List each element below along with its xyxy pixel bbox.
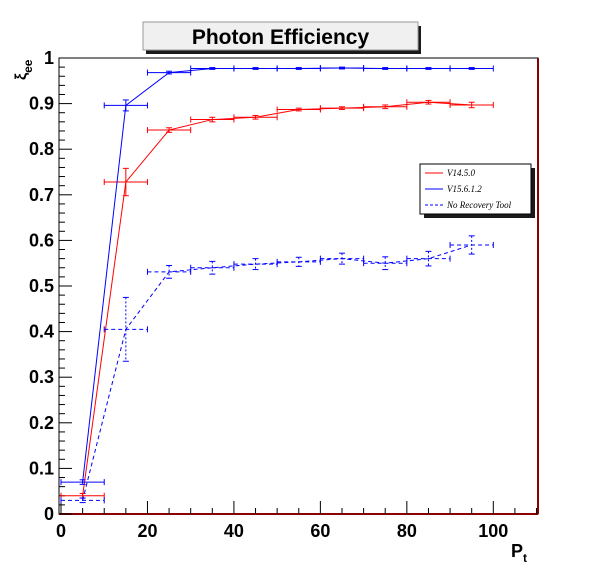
y-tick-label: 0.4 [29, 322, 54, 342]
data-point [233, 114, 278, 121]
chart-title-box: Photon Efficiency [142, 21, 421, 54]
series-2 [60, 235, 494, 504]
data-point [276, 106, 321, 113]
x-tick-label: 80 [397, 521, 417, 541]
y-tick-label: 0 [44, 504, 54, 524]
series-1 [60, 65, 494, 486]
series-line [82, 244, 472, 501]
y-tick-label: 0.2 [29, 413, 54, 433]
y-tick-label: 0.3 [29, 367, 54, 387]
y-tick-label: 0.7 [29, 185, 54, 205]
data-point [276, 65, 321, 72]
data-point [406, 65, 451, 72]
data-point [319, 65, 365, 72]
y-tick-label: 1 [44, 48, 54, 68]
chart-title: Photon Efficiency [192, 26, 370, 49]
svg-text:ξee: ξee [13, 59, 35, 80]
data-point [146, 69, 192, 76]
data-point [60, 479, 105, 486]
data-point [60, 497, 105, 504]
data-point [276, 256, 321, 267]
axes: 0 0.1 0.2 0.3 0.4 0.5 0.6 0.7 0.8 0.9 1 0 20 40 60 80 10… [29, 48, 538, 541]
legend-label: V15.6.1.2 [447, 184, 482, 194]
x-axis-label: P [511, 541, 523, 561]
y-tick-label: 0.8 [29, 139, 54, 159]
data-point [190, 65, 235, 72]
data-point [363, 65, 408, 72]
data-point [319, 105, 365, 112]
data-point [406, 250, 451, 267]
y-tick-label: 0.9 [29, 94, 54, 114]
data-point [363, 256, 408, 271]
y-tick-label: 0.5 [29, 276, 54, 296]
data-point [103, 296, 148, 362]
data-point [363, 103, 408, 110]
x-tick-label: 20 [137, 521, 157, 541]
data-point [449, 235, 494, 255]
y-axis-title: ξee [13, 59, 35, 80]
data-point [319, 252, 365, 265]
series-0 [60, 99, 494, 499]
x-axis-title: Pt [511, 541, 527, 565]
x-axis-label-subscript: t [523, 551, 527, 565]
data-point [406, 99, 451, 106]
x-tick-label: 0 [56, 521, 66, 541]
data-point [449, 65, 494, 72]
series-layer [60, 65, 494, 504]
legend-label: V14.5.0 [447, 168, 475, 178]
data-point [190, 116, 235, 123]
legend-label: No Recovery Tool [446, 200, 512, 210]
legend: V14.5.0 V15.6.1.2 No Recovery Tool [419, 163, 535, 218]
x-tick-label: 100 [478, 521, 508, 541]
data-point [146, 127, 192, 134]
y-axis-label: ξ [13, 72, 30, 80]
data-point [146, 264, 192, 279]
data-point [103, 167, 148, 197]
y-tick-label: 0.1 [29, 458, 54, 478]
title-box-background [142, 21, 419, 51]
y-tick-label: 0.6 [29, 230, 54, 250]
x-tick-label: 40 [224, 521, 244, 541]
series-line [82, 67, 472, 483]
data-point [449, 101, 494, 109]
data-point [233, 65, 278, 72]
plot-frame [58, 57, 539, 515]
x-tick-label: 60 [310, 521, 330, 541]
series-line [82, 101, 472, 496]
data-point [103, 99, 148, 112]
data-point [190, 260, 235, 275]
data-point [233, 258, 278, 271]
y-axis-label-subscript: ee [21, 59, 35, 73]
